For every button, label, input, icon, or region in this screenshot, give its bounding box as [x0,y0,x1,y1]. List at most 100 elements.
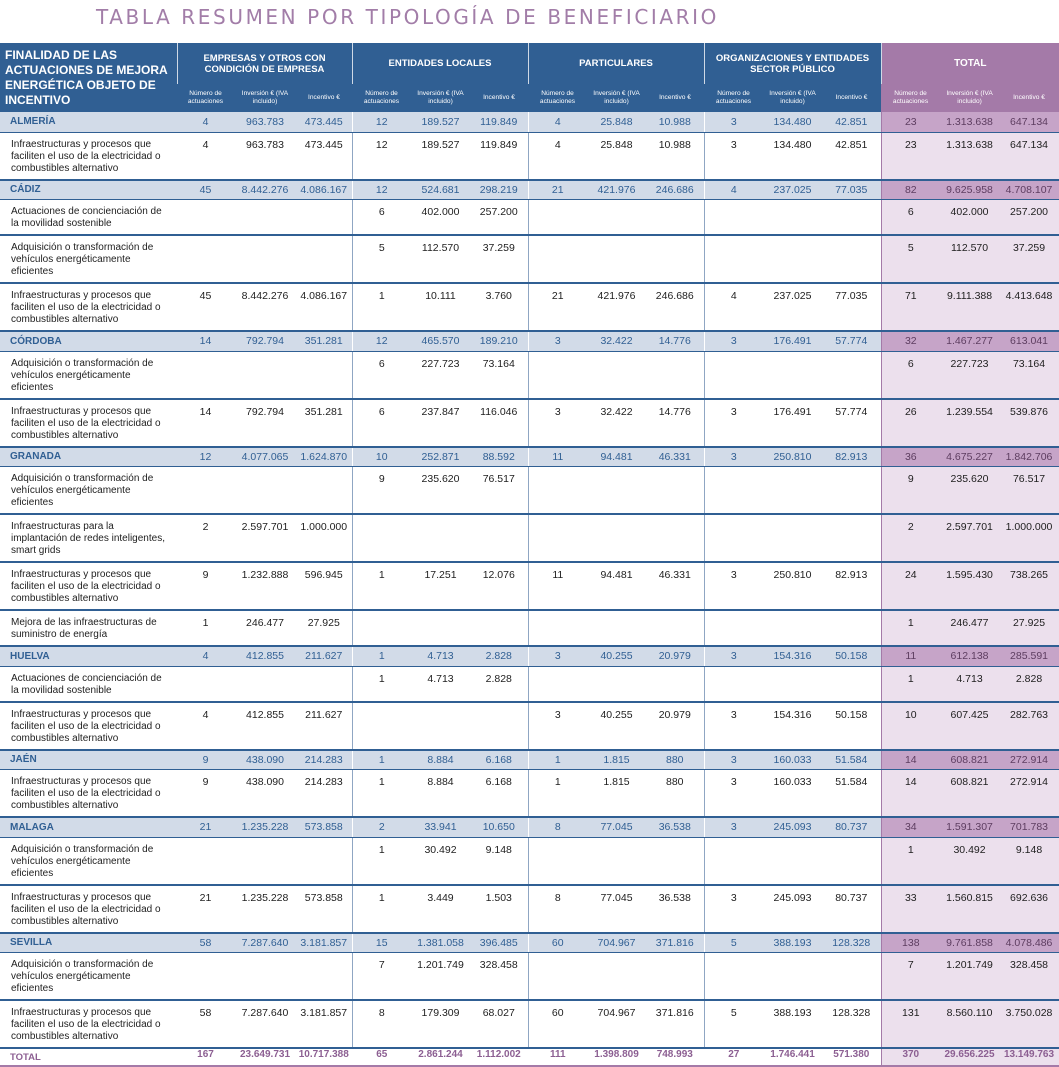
value-cell: 80.737 [822,817,882,838]
value-cell [646,610,705,647]
value-cell: 119.849 [470,132,529,181]
detail-row: Adquisición o transformación de vehículo… [0,837,1059,886]
value-cell: 371.816 [646,932,705,953]
value-cell [527,514,588,563]
value-cell [822,466,882,515]
value-cell: 3 [703,562,764,611]
value-cell: 112.570 [411,235,470,284]
value-cell: 1 [351,837,411,886]
value-cell [587,235,647,284]
value-cell: 21 [527,179,588,200]
value-cell: 704.967 [587,932,647,953]
value-cell: 154.316 [763,701,823,751]
value-cell: 473.445 [296,112,352,133]
value-cell: 257.200 [999,199,1059,236]
value-cell [177,466,234,515]
value-cell: 3.449 [411,884,470,934]
value-cell [587,666,647,703]
value-cell [587,952,647,1001]
value-cell: 371.816 [646,1000,705,1049]
finalidad-label: Adquisición o transformación de vehículo… [0,351,177,400]
value-cell: 245.093 [763,817,823,838]
value-cell: 3 [703,132,764,181]
value-cell: 82.913 [822,446,882,467]
value-cell: 573.858 [296,817,352,838]
value-cell: 32 [880,331,941,352]
finalidad-label: Infraestructuras y procesos que facilite… [0,769,177,818]
value-cell [822,610,882,647]
value-cell: 245.093 [763,884,823,934]
value-cell: 402.000 [411,199,470,236]
value-cell: 58 [177,932,234,953]
value-cell: 189.527 [411,112,470,133]
finalidad-label: Infraestructuras y procesos que facilite… [0,1000,177,1049]
finalidad-label: Adquisición o transformación de vehículo… [0,837,177,886]
value-cell: 1.560.815 [940,884,1000,934]
finalidad-label: Infraestructuras para la implantación de… [0,514,177,563]
detail-row: Adquisición o transformación de vehículo… [0,235,1059,284]
value-cell [587,199,647,236]
header-finalidad: FINALIDAD DE LAS ACTUACIONES DE MEJORA E… [0,43,177,112]
value-cell [527,235,588,284]
value-cell: 214.283 [296,749,352,770]
value-cell: 211.627 [296,646,352,667]
header-group-entidades-locales: ENTIDADES LOCALES [351,43,529,84]
value-cell: 421.976 [587,179,647,200]
value-cell: 134.480 [763,112,823,133]
value-cell: 701.783 [999,817,1059,838]
detail-row: Infraestructuras y procesos que facilite… [0,701,1059,751]
value-cell: 80.737 [822,884,882,934]
value-cell: 57.774 [822,331,882,352]
value-cell: 438.090 [234,769,296,818]
value-cell: 214.283 [296,769,352,818]
value-cell [296,466,352,515]
value-cell: 3 [527,646,588,667]
value-cell: 138 [880,932,941,953]
value-cell: 539.876 [999,398,1059,448]
value-cell: 6.168 [470,769,529,818]
value-cell: 9.148 [470,837,529,886]
value-cell: 14 [880,749,941,770]
value-cell: 3 [703,817,764,838]
value-cell: 77.035 [822,283,882,332]
detail-row: Infraestructuras y procesos que facilite… [0,398,1059,448]
value-cell [411,514,470,563]
value-cell [527,351,588,400]
value-cell: 60 [527,1000,588,1049]
value-cell: 613.041 [999,331,1059,352]
value-cell: 1.595.430 [940,562,1000,611]
value-cell: 9.761.858 [940,932,1000,953]
value-cell [646,837,705,886]
value-cell [177,666,234,703]
value-cell: 71 [880,283,941,332]
value-cell [587,514,647,563]
value-cell: 246.477 [234,610,296,647]
detail-row: Infraestructuras y procesos que facilite… [0,283,1059,332]
value-cell [351,514,411,563]
subheader-cell: Inversión € (IVA incluido) [411,84,470,112]
value-cell: 14 [880,769,941,818]
value-cell: 34 [880,817,941,838]
value-cell: 128.328 [822,1000,882,1049]
value-cell: 1.313.638 [940,132,1000,181]
detail-row: Adquisición o transformación de vehículo… [0,952,1059,1001]
value-cell: 25.848 [587,112,647,133]
value-cell: 792.794 [234,331,296,352]
value-cell: 25.848 [587,132,647,181]
value-cell: 1 [527,749,588,770]
header-row: FINALIDAD DE LAS ACTUACIONES DE MEJORA E… [0,43,1059,112]
value-cell: 60 [527,932,588,953]
value-cell: 235.620 [411,466,470,515]
value-cell: 4 [527,112,588,133]
value-cell: 7.287.640 [234,1000,296,1049]
province-label: MALAGA [0,817,177,838]
value-cell: 421.976 [587,283,647,332]
value-cell: 160.033 [763,749,823,770]
value-cell: 45 [177,283,234,332]
value-cell: 9 [177,562,234,611]
value-cell: 2 [177,514,234,563]
value-cell: 88.592 [470,446,529,467]
value-cell [646,666,705,703]
value-cell: 58 [177,1000,234,1049]
value-cell: 9 [880,466,941,515]
